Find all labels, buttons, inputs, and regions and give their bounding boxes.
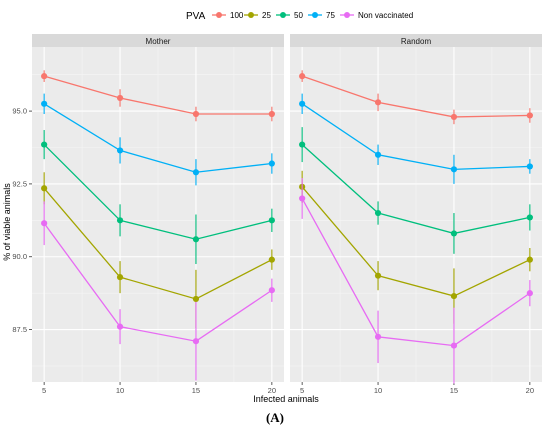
series-line [301,103,530,171]
figure-caption: (A) [265,410,285,425]
series-line [43,222,273,342]
data-point [41,100,48,107]
y-tick-label: 95.0 [12,107,27,116]
series-75 [299,93,533,184]
y-axis-label: % of viable animals [2,183,12,261]
series-line [301,75,530,118]
legend-key-point-50 [280,12,286,18]
data-point [450,113,458,121]
data-point [526,163,533,170]
x-tick-label: 5 [300,386,304,395]
panels: Mother 5 10 15 20 87.5 90.0 92.5 95.0 Random 5 10 15… [12,34,542,395]
data-point [299,73,306,80]
data-point [268,217,275,224]
series-line [301,198,531,347]
series-75 [41,93,275,186]
legend-label-75: 75 [326,11,335,20]
data-point [116,217,124,224]
legend-key-point-75 [312,12,318,18]
panel-title: Mother [146,37,171,46]
data-point [450,230,458,237]
x-tick-label: 15 [192,386,200,395]
y-tick-label: 90.0 [12,252,27,261]
legend-key-point-100 [216,12,222,18]
series-50 [41,130,275,265]
legend-label-50: 50 [294,11,303,20]
data-point [116,147,124,154]
data-point [299,195,306,202]
series-line [43,103,272,173]
data-point [268,256,275,263]
legend-key-point-25 [248,12,254,18]
data-point [268,160,275,167]
data-point [526,214,533,221]
data-point [192,169,200,176]
data-point [268,287,275,294]
legend-label-non-vaccinated: Non vaccinated [358,11,413,20]
data-point [450,342,458,349]
data-point [374,151,382,158]
series-100 [41,70,275,122]
series-line [43,144,273,240]
data-point [374,99,382,106]
legend-key-point-non-vaccinated [344,12,350,18]
data-point [268,110,275,118]
legend-label-100: 100 [230,11,244,20]
data-point [192,338,200,345]
data-point [116,323,124,330]
data-point [192,110,200,118]
y-tick-label: 87.5 [12,325,27,334]
data-point [116,274,124,281]
legend: PVA 100 25 50 75 Non vaccinated [186,11,413,22]
series-line [43,75,272,115]
series-25 [299,170,533,324]
data-point [374,333,382,340]
data-point [41,220,48,227]
legend-title: PVA [186,11,206,22]
data-point [41,73,48,80]
series-line [301,186,531,297]
data-point [374,209,382,217]
panel-title: Random [401,37,432,46]
y-tick-label: 92.5 [12,179,27,188]
panel-strip [290,34,542,47]
series-100 [299,70,533,125]
data-point [450,166,458,173]
data-point [526,112,533,119]
series-line [301,144,530,235]
data-point [41,185,48,192]
legend-label-25: 25 [262,11,271,20]
data-point [116,94,124,102]
data-point [192,295,200,303]
panel-strip [32,34,284,47]
panel-random: Random 5 10 15 20 [290,34,542,395]
series-non-vaccinated [299,178,533,384]
data-point [526,290,533,297]
series-25 [41,172,275,329]
data-point [299,100,306,107]
series-non-vaccinated [41,201,275,381]
x-tick-label: 20 [268,386,276,395]
data-point [41,141,48,148]
data-point [450,292,458,300]
series-line [43,187,273,300]
x-tick-label: 10 [116,386,124,395]
x-tick-label: 5 [42,386,46,395]
x-tick-label: 10 [374,386,382,395]
panel-mother: Mother 5 10 15 20 87.5 90.0 92.5 95.0 [12,34,284,395]
x-axis-label: Infected animals [253,394,319,404]
x-tick-label: 20 [526,386,534,395]
data-point [192,236,200,243]
x-tick-label: 15 [450,386,458,395]
data-point [526,256,533,263]
series-50 [299,127,533,254]
data-point [299,141,306,148]
data-point [374,272,382,279]
